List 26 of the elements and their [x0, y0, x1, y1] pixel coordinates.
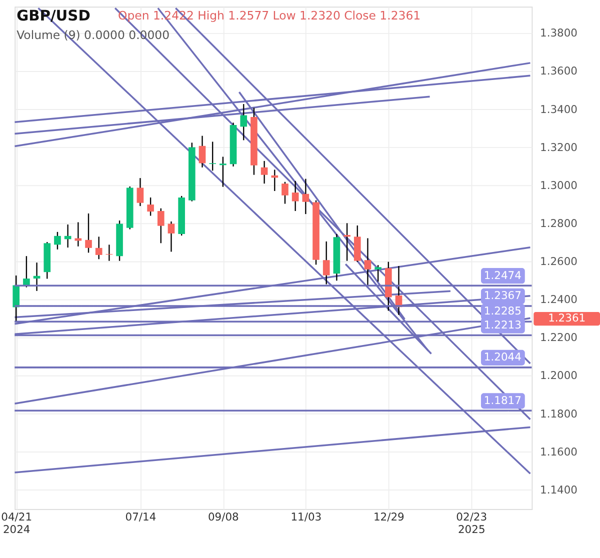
y-tick-label: 1.2600	[540, 255, 578, 268]
y-tick-label: 1.1600	[540, 445, 578, 458]
x-tick-label: 07/14	[125, 510, 156, 524]
y-tick-label: 1.3200	[540, 140, 578, 154]
y-tick-label: 1.3400	[540, 102, 578, 116]
y-tick-label: 1.1800	[540, 407, 578, 420]
y-tick-label: 1.1400	[540, 483, 578, 496]
y-tick-label: 1.2200	[540, 331, 578, 344]
x-tick-label: 02/23 2025	[456, 510, 488, 536]
x-tick-label: 09/08	[208, 510, 240, 524]
ref-line-label: 1.2285	[484, 304, 522, 318]
y-tick-label: 1.2400	[540, 293, 578, 306]
ref-line-label: 1.1817	[484, 394, 522, 407]
ref-line-label: 1.2044	[484, 350, 522, 364]
y-tick-label: 1.3800	[540, 26, 578, 40]
x-tick-label: 04/21 2024	[1, 510, 32, 536]
y-tick-label: 1.3600	[540, 64, 578, 78]
y-tick-label: 1.2800	[540, 216, 578, 230]
text: 1.2361	[548, 312, 586, 325]
ref-line-label: 1.2213	[484, 318, 522, 332]
x-tick-label: 11/03	[290, 510, 322, 524]
y-tick-label: 1.3000	[540, 178, 578, 192]
y-tick-label: 1.2000	[540, 369, 578, 382]
x-tick-label: 12/29	[373, 510, 405, 524]
ref-line-label: 1.2474	[484, 268, 522, 282]
ref-line-label: 1.2367	[484, 289, 522, 302]
